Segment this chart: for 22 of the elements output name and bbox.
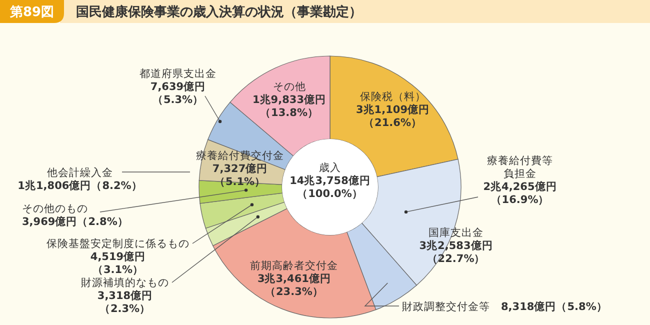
chart-title: 国民健康保険事業の歳入決算の状況（事業勘定） xyxy=(76,4,362,20)
slice-label: その他のもの xyxy=(22,203,88,215)
data-label: 3,969億円（2.8%） xyxy=(22,215,128,228)
data-label: 1兆9,833億円（13.8%） xyxy=(252,92,326,119)
data-label: 2兆4,265億円（16.9%） xyxy=(483,180,557,206)
data-label: 3兆3,461億円（23.3%） xyxy=(257,272,331,298)
slice-label: 財源補填的なもの xyxy=(81,276,169,289)
slice-label: 療養給付費等負担金 xyxy=(487,154,553,180)
data-label: 4,519億円（3.1%） xyxy=(90,250,146,276)
slice-label: 都道府県支出金 xyxy=(140,67,216,80)
data-label: 3兆1,109億円（21.6%） xyxy=(356,103,430,130)
data-label: 3,318億円（2.3%） xyxy=(97,289,153,315)
data-label: 7,639億円（5.3%） xyxy=(150,80,206,106)
slice-label: 保険基盤安定制度に係るもの xyxy=(46,237,190,250)
text: 歳入 14兆3,758億円（100.0%） xyxy=(290,161,370,200)
slice-label: 前期高齢者交付金 xyxy=(250,259,338,272)
chart-subtitle: 第89図 xyxy=(8,5,54,20)
slice-label: 財政調整交付金等 xyxy=(402,300,501,313)
text: 他会計繰入金 1兆1,806億円（8.2%） xyxy=(18,166,142,192)
slice-label: 保険税（料） xyxy=(360,90,426,104)
slice-label: その他 xyxy=(272,80,306,93)
data-label: 8,318億円（5.8%） xyxy=(501,300,608,313)
